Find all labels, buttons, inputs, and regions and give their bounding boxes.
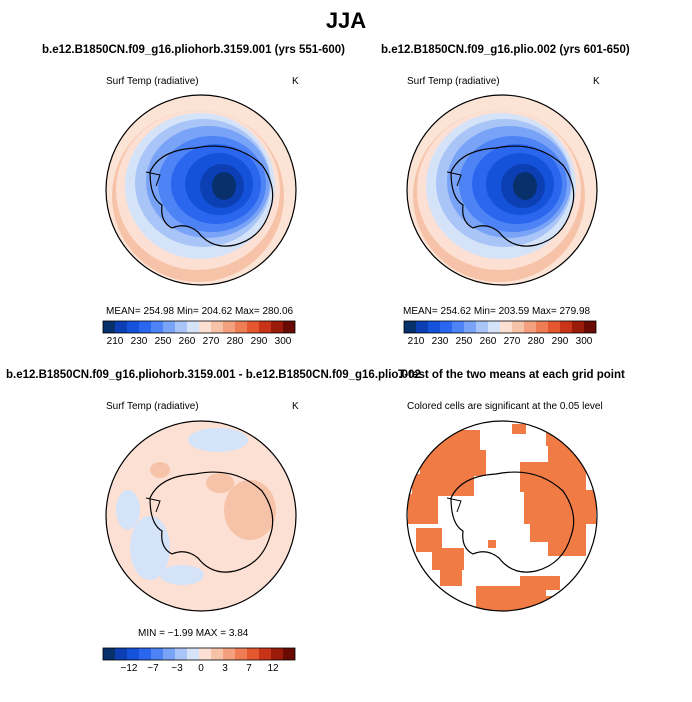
panel-1-variable: Surf Temp (radiative) [106,76,199,87]
panel-2-units: K [593,76,600,87]
panel-1-tick: 210 [106,336,124,347]
panel-3-tick: −12 [120,663,138,674]
panel-3-title: b.e12.B1850CN.f09_g16.pliohorb.3159.001 … [6,369,421,381]
panel-1-stats: MEAN= 254.98 Min= 204.62 Max= 280.06 [106,306,294,317]
panel-1-tick: 250 [154,336,172,347]
panel-2-tick: 250 [455,336,473,347]
panel-2-variable: Surf Temp (radiative) [407,76,500,87]
panel-1-tick: 230 [130,336,148,347]
panel-1-tick: 260 [178,336,196,347]
panel-2-tick: 230 [431,336,449,347]
panel-3-variable: Surf Temp (radiative) [106,401,199,412]
panel-4-subtitle: Colored cells are significant at the 0.0… [407,401,603,412]
panel-2-tick: 260 [479,336,497,347]
panel-2-tick: 290 [551,336,569,347]
panel-1-tick: 290 [250,336,268,347]
panel-3-tick: 3 [222,663,228,674]
panel-1-units: K [292,76,299,87]
panel-2-stats: MEAN= 254.62 Min= 203.59 Max= 279.98 [403,306,591,317]
panel-3-units: K [292,401,299,412]
figure-title: JJA [325,8,367,33]
panel-3-tick: 12 [267,663,279,674]
panel-3-colorbar [102,647,296,661]
panel-3-tick: −3 [171,663,183,674]
panel-2-tick: 300 [575,336,593,347]
panel-1-tick: 280 [226,336,244,347]
panel-2-tick: 210 [407,336,425,347]
panel-1-tick: 270 [202,336,220,347]
panel-1-tick: 300 [274,336,292,347]
panel-1-title: b.e12.B1850CN.f09_g16.pliohorb.3159.001 … [42,44,345,56]
panel-1-colorbar [102,320,296,334]
panel-2-colorbar [403,320,597,334]
panel-2-tick: 280 [527,336,545,347]
panel-3-tick: −7 [147,663,159,674]
panel-2-tick: 270 [503,336,521,347]
panel-3-tick: 7 [246,663,252,674]
panel-3-stats: MIN = −1.99 MAX = 3.84 [138,628,249,639]
panel-4-title: T-test of the two means at each grid poi… [398,369,625,381]
panel-2-title: b.e12.B1850CN.f09_g16.plio.002 (yrs 601-… [381,44,630,56]
panel-3-tick: 0 [198,663,204,674]
